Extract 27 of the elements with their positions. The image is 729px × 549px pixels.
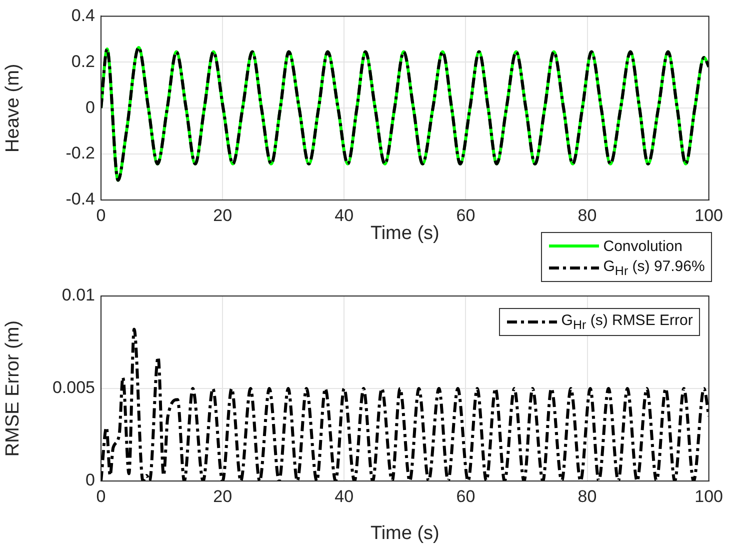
- legend-label: G$_{Hr}$ (s) 97.96%: [603, 258, 705, 278]
- line-series: [101, 46, 709, 182]
- y-tick-label: -0.2: [66, 144, 95, 163]
- x-tick-label: 80: [578, 486, 597, 506]
- line-series: [101, 328, 709, 481]
- y-tick-label: 0.2: [71, 52, 95, 71]
- x-tick-label: 80: [578, 206, 597, 225]
- x-tick-label: 20: [213, 206, 232, 225]
- y-tick-label: 0.4: [71, 6, 95, 25]
- x-tick-label: 60: [456, 486, 476, 506]
- x-axis-title: Time (s): [370, 522, 440, 544]
- legend-label: G$_{Hr}$ (s) RMSE Error: [561, 312, 693, 332]
- x-axis-title: Time (s): [370, 222, 440, 244]
- y-tick-label: 0.005: [52, 378, 95, 398]
- x-tick-label: 20: [213, 486, 232, 506]
- y-axis-title: Heave (m): [2, 64, 24, 152]
- y-tick-label: 0.01: [62, 286, 95, 305]
- x-tick-label: 60: [456, 206, 476, 225]
- y-tick-label: 0: [86, 470, 95, 490]
- legend-label: Convolution: [603, 238, 682, 254]
- x-tick-label: 100: [694, 486, 724, 506]
- x-tick-label: 40: [334, 206, 354, 225]
- y-tick-label: 0: [86, 98, 95, 117]
- x-tick-label: 40: [334, 486, 354, 506]
- y-axis-title: RMSE Error (m): [2, 320, 24, 457]
- y-tick-label: -0.4: [66, 190, 95, 209]
- x-tick-label: 100: [694, 206, 724, 225]
